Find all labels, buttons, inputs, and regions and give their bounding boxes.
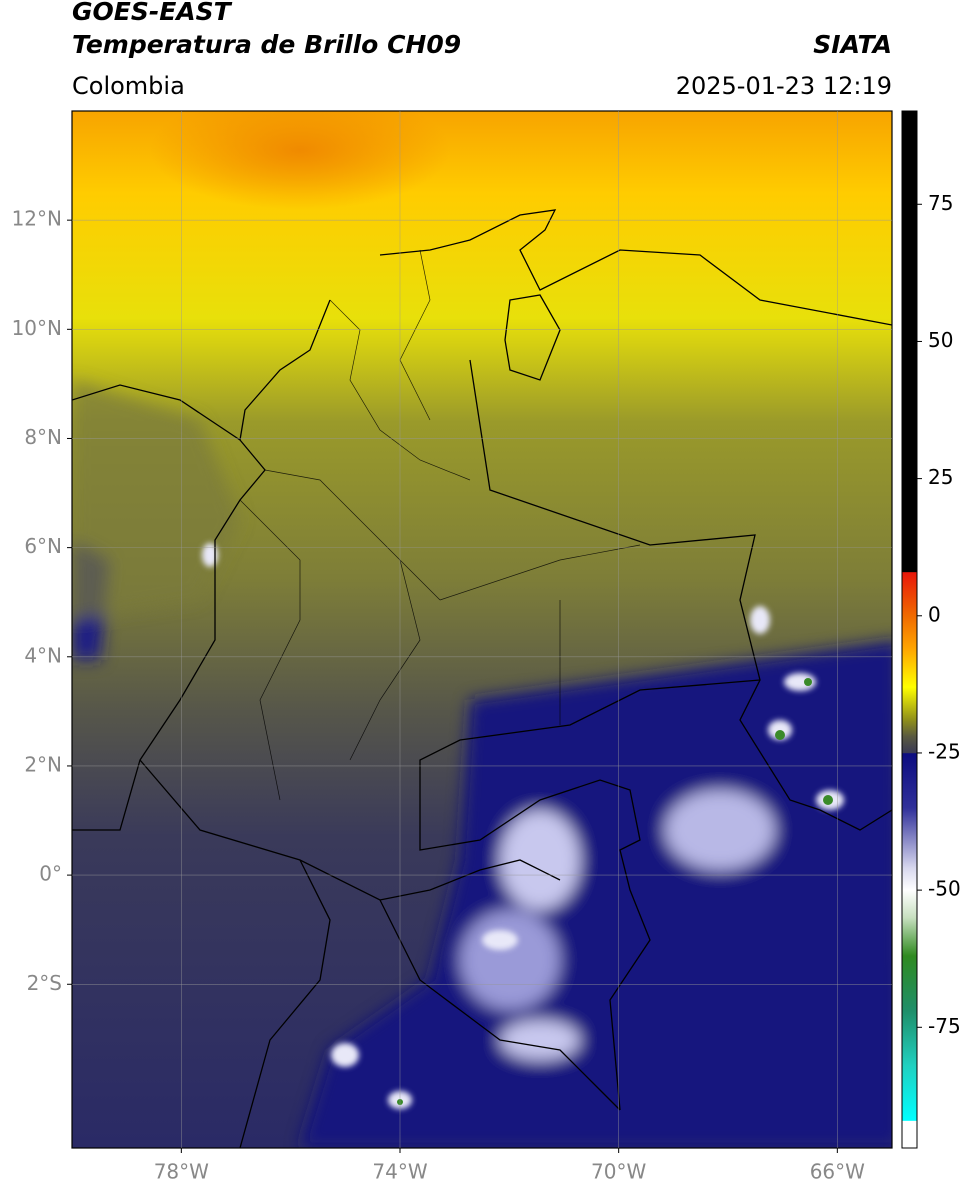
colorbar-tick-label: -75 bbox=[928, 1014, 961, 1038]
lon-tick-label: 74°W bbox=[372, 1160, 427, 1184]
region: Colombia bbox=[72, 72, 185, 100]
lat-tick-label: 6°N bbox=[24, 534, 62, 558]
lat-tick-label: 12°N bbox=[12, 207, 62, 231]
colorbar-tick-label: 0 bbox=[928, 602, 941, 626]
colorbar-tick-label: 25 bbox=[928, 465, 953, 489]
timestamp: 2025-01-23 12:19 bbox=[676, 72, 892, 100]
colorbar-tick-label: 50 bbox=[928, 328, 953, 352]
title: GOES-EAST bbox=[72, 0, 233, 26]
lat-tick-label: 8°N bbox=[24, 425, 62, 449]
map-frame bbox=[71, 110, 893, 1149]
colorbar-tick-label: -25 bbox=[928, 739, 961, 763]
lon-tick-label: 66°W bbox=[810, 1160, 865, 1184]
lat-tick-label: 4°N bbox=[24, 643, 62, 667]
lon-tick-label: 78°W bbox=[154, 1160, 209, 1184]
colorbar-tick-label: 75 bbox=[928, 191, 953, 215]
lat-tick-label: 10°N bbox=[12, 316, 62, 340]
lat-tick-label: 2°N bbox=[24, 752, 62, 776]
source: SIATA bbox=[813, 30, 892, 59]
colorbar bbox=[901, 110, 918, 1149]
lat-tick-label: 0° bbox=[39, 862, 62, 886]
colorbar-tick-label: -50 bbox=[928, 877, 961, 901]
lon-tick-label: 70°W bbox=[591, 1160, 646, 1184]
lat-tick-label: 2°S bbox=[27, 971, 62, 995]
subtitle: Temperatura de Brillo CH09 bbox=[72, 30, 461, 59]
satellite-image bbox=[72, 111, 892, 1148]
